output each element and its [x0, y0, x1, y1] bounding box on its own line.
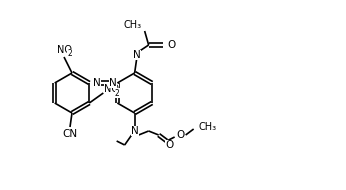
Text: N: N [131, 126, 138, 136]
Text: N: N [133, 50, 140, 60]
Text: 2: 2 [67, 50, 72, 59]
Text: 2: 2 [115, 89, 120, 97]
Text: O: O [176, 130, 185, 140]
Text: O: O [168, 40, 176, 50]
Text: CH₃: CH₃ [199, 122, 217, 132]
Text: CN: CN [62, 129, 78, 139]
Text: NO: NO [104, 84, 119, 94]
Text: CH₃: CH₃ [124, 20, 142, 30]
Text: N: N [93, 78, 101, 88]
Text: NO: NO [56, 45, 72, 55]
Text: O: O [165, 140, 174, 150]
Text: N: N [109, 78, 117, 88]
